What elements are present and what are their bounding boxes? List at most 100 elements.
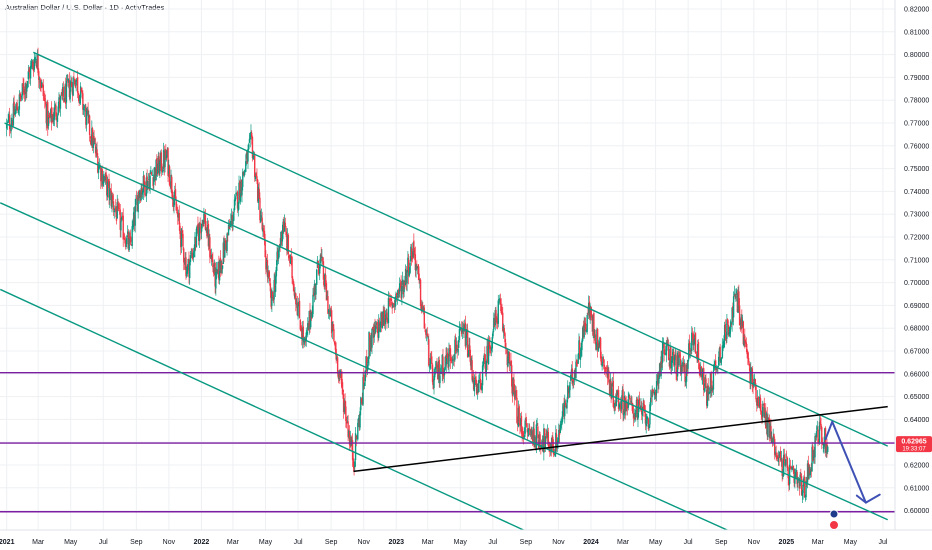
candle-body xyxy=(439,375,441,384)
countdown-label: 19:33:07 xyxy=(902,447,926,453)
candle-body xyxy=(283,221,285,232)
candle-body xyxy=(561,411,564,422)
candle-body xyxy=(424,330,426,332)
candle-body xyxy=(771,438,773,443)
candle-body xyxy=(717,365,719,368)
y-tick-label: 0.64000 xyxy=(904,417,929,424)
candle-body xyxy=(476,383,479,394)
candle-body xyxy=(644,413,647,424)
candle-body xyxy=(516,421,519,425)
candle-body xyxy=(767,417,769,437)
candle-body xyxy=(711,388,713,392)
candle-body xyxy=(697,342,700,362)
candle-body xyxy=(750,369,752,384)
candle-body xyxy=(704,377,706,387)
candle-body xyxy=(383,310,385,326)
candle-body xyxy=(434,370,436,378)
candle-body xyxy=(153,167,156,176)
candle-body xyxy=(277,251,279,258)
candle-body xyxy=(239,181,241,200)
candle-body xyxy=(531,430,534,442)
candle-body xyxy=(669,349,671,367)
candle-body xyxy=(816,427,818,430)
price-axis[interactable]: 0.82000 0.81000 0.80000 0.79000 0.78000 0.770… xyxy=(904,7,929,516)
candle-body xyxy=(582,325,585,338)
candle-body xyxy=(460,329,463,334)
candle-body xyxy=(69,87,71,100)
candle-body xyxy=(250,132,252,134)
candle-body xyxy=(800,476,803,496)
candle-body xyxy=(652,389,654,392)
candle-body xyxy=(416,266,418,267)
candle-body xyxy=(98,164,101,169)
candle-body xyxy=(431,356,433,364)
y-tick-label: 0.65000 xyxy=(904,394,929,401)
candle-body xyxy=(109,188,111,201)
candle-body xyxy=(16,103,18,111)
candle-body xyxy=(673,356,676,366)
candle-body xyxy=(517,408,520,427)
candle-body xyxy=(235,192,237,197)
candle-body xyxy=(199,222,201,228)
candle-body xyxy=(434,366,437,370)
candle-body xyxy=(464,322,467,347)
flag-event-icon[interactable] xyxy=(829,520,839,530)
candle-body xyxy=(321,256,323,259)
candle-body xyxy=(395,293,397,299)
candle-body xyxy=(490,348,492,350)
candle-body xyxy=(732,306,734,317)
candle-body xyxy=(649,404,651,425)
candle-body xyxy=(671,355,674,363)
candle-body xyxy=(503,328,505,334)
candle-body xyxy=(569,381,571,391)
candle-body xyxy=(319,265,321,274)
candle-body xyxy=(205,229,207,231)
candle-body xyxy=(776,459,779,461)
candle-body xyxy=(339,371,341,378)
candle-body xyxy=(607,370,609,377)
candle-body xyxy=(673,351,675,366)
candle-body xyxy=(730,323,733,325)
candle-body xyxy=(204,214,207,230)
candle-body xyxy=(198,223,201,242)
candle-body xyxy=(537,426,539,439)
candle-body xyxy=(391,302,393,309)
candle-body xyxy=(401,279,404,285)
candle-body xyxy=(155,159,157,181)
candle-body xyxy=(495,309,497,320)
x-tick-label: Sep xyxy=(325,539,338,546)
candle-body xyxy=(265,256,267,270)
candle-body xyxy=(269,283,272,292)
time-axis[interactable]: 2021 Mar May Jul Sep Nov 2022 Mar May Jul Sep Nov 20… xyxy=(0,539,888,546)
candle-body xyxy=(248,138,251,143)
candle-body xyxy=(417,264,420,274)
channel-line xyxy=(0,288,526,530)
candle-body xyxy=(752,385,754,387)
candle-body xyxy=(688,343,690,360)
y-tick-label: 0.62000 xyxy=(904,463,929,470)
candle-body xyxy=(620,400,623,410)
candle-body xyxy=(45,105,47,124)
candle-body xyxy=(788,464,791,485)
candle-body xyxy=(184,257,186,265)
candle-body xyxy=(49,116,51,118)
candle-body xyxy=(803,476,806,498)
candle-body xyxy=(70,81,72,86)
event-icons[interactable] xyxy=(829,509,839,530)
candle-body xyxy=(641,406,643,415)
candle-body xyxy=(48,115,50,118)
candle-body xyxy=(126,235,128,245)
candle-body xyxy=(714,360,717,370)
candle-body xyxy=(794,475,796,484)
candle-body xyxy=(654,391,656,393)
candle-body xyxy=(247,148,249,162)
flag-event-icon[interactable] xyxy=(829,509,839,519)
candle-body xyxy=(410,246,412,261)
candle-body xyxy=(614,401,617,405)
candle-body xyxy=(233,211,235,221)
candle-body xyxy=(505,342,507,349)
candle-body xyxy=(486,345,488,360)
candle-body xyxy=(135,199,137,206)
candle-body xyxy=(677,354,680,366)
